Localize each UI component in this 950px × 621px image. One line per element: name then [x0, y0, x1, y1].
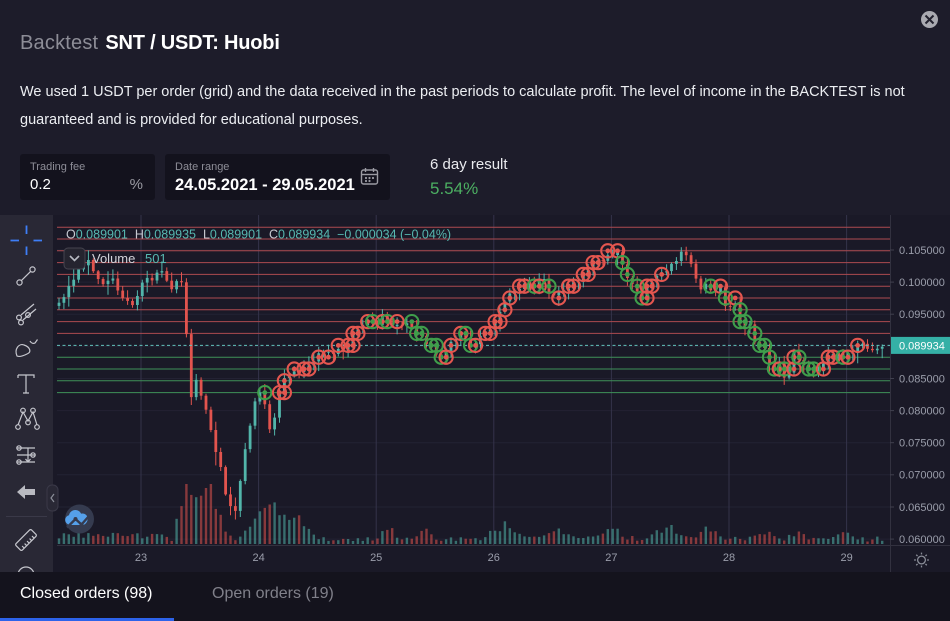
svg-text:0.095000: 0.095000: [899, 309, 945, 321]
svg-text:0.065000: 0.065000: [899, 502, 945, 514]
svg-text:25: 25: [370, 552, 382, 564]
svg-text:23: 23: [135, 552, 147, 564]
svg-text:O0.089901 H0.089935 L0.08990: O0.089901 H0.089935 L0.089901 C0.089934 …: [66, 228, 451, 242]
svg-text:29: 29: [840, 552, 852, 564]
svg-text:28: 28: [723, 552, 735, 564]
svg-text:27: 27: [605, 552, 617, 564]
svg-text:0.075000: 0.075000: [899, 438, 945, 450]
svg-text:0.070000: 0.070000: [899, 470, 945, 482]
svg-text:0.089934: 0.089934: [899, 340, 945, 352]
svg-text:0.060000: 0.060000: [899, 534, 945, 546]
svg-text:Volume: Volume: [92, 251, 135, 266]
svg-text:0.105000: 0.105000: [899, 245, 945, 257]
svg-text:0.085000: 0.085000: [899, 373, 945, 385]
svg-text:0.080000: 0.080000: [899, 405, 945, 417]
svg-text:501: 501: [145, 251, 167, 266]
svg-text:0.100000: 0.100000: [899, 277, 945, 289]
svg-text:24: 24: [252, 552, 264, 564]
svg-text:26: 26: [488, 552, 500, 564]
